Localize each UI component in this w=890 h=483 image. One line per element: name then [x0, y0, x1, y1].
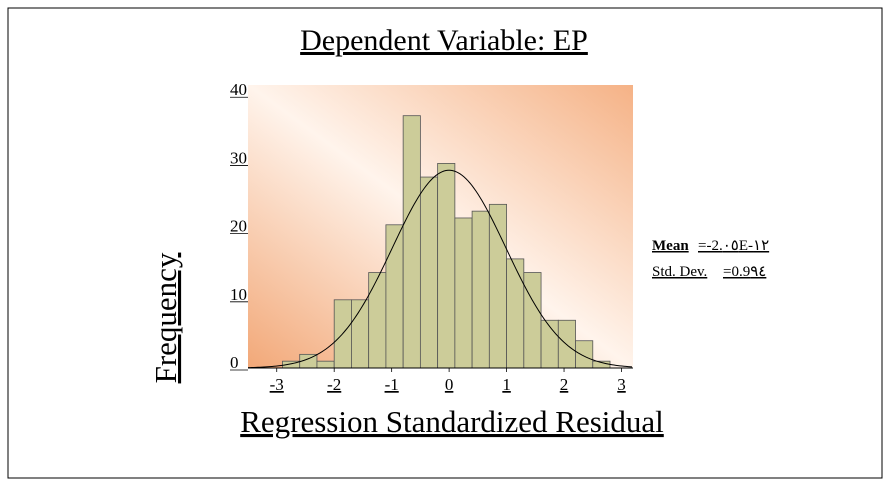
- x-tick-label: 3: [617, 375, 626, 394]
- x-tick-label: 0: [445, 375, 454, 394]
- bar: [523, 272, 542, 369]
- bar: [437, 163, 456, 369]
- chart-title: Dependent Variable: EP: [300, 24, 588, 57]
- bar: [368, 272, 387, 369]
- bar: [419, 176, 439, 369]
- sd-label: Std. Dev.: [652, 264, 707, 280]
- bar: [557, 319, 576, 369]
- bar: [454, 217, 473, 369]
- bar: [540, 319, 559, 369]
- y-tick-label: 30: [230, 148, 247, 167]
- normal-curve: [247, 169, 633, 369]
- y-tick-label: 40: [230, 80, 247, 99]
- x-tick-label: -1: [385, 375, 399, 394]
- bar: [385, 224, 404, 369]
- bar: [471, 210, 490, 369]
- x-tick-label: -2: [327, 375, 341, 394]
- mean-label: Mean: [652, 238, 689, 254]
- bar: [488, 203, 507, 369]
- y-axis-label: Frequency: [148, 252, 183, 383]
- bar: [506, 258, 525, 369]
- x-tick-label: 2: [560, 375, 569, 394]
- y-tick-label: 20: [230, 217, 247, 236]
- frame: [7, 7, 883, 479]
- x-axis-label: Regression Standardized Residual: [240, 404, 664, 439]
- mean-value: =-2.٠٥E-١٢: [698, 238, 769, 254]
- sd-value: =0.9٩٤: [723, 264, 766, 280]
- bar: [575, 340, 594, 369]
- x-tick-label: -3: [270, 375, 284, 394]
- bar: [316, 360, 335, 369]
- y-tick-label: 0: [230, 353, 239, 372]
- x-tick-label: 1: [502, 375, 511, 394]
- y-tick-label: 10: [230, 285, 247, 304]
- bar: [402, 115, 421, 369]
